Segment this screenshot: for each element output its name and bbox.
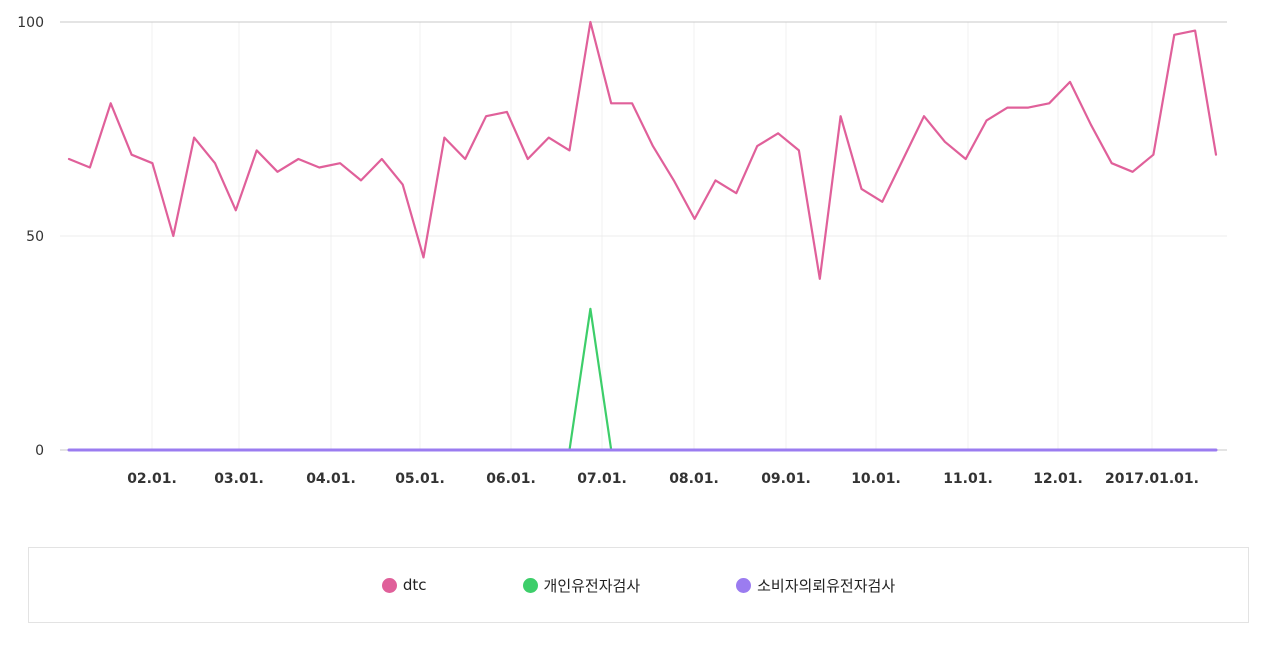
legend-label: 소비자의뢰유전자검사	[757, 576, 896, 595]
y-axis: 0 50 100	[17, 15, 44, 459]
x-tick-label: 10.01.	[851, 471, 901, 487]
x-tick-label: 03.01.	[214, 471, 264, 487]
grid-layer	[60, 21, 1227, 451]
x-tick-label: 2017.01.01.	[1105, 471, 1199, 487]
legend-label: 개인유전자검사	[543, 576, 641, 595]
y-tick-label: 0	[35, 443, 44, 459]
y-tick-label: 100	[17, 15, 44, 31]
x-tick-label: 09.01.	[761, 471, 811, 487]
series-line-1[interactable]	[67, 307, 1218, 452]
x-tick-label: 04.01.	[306, 471, 356, 487]
legend-dot-icon	[736, 577, 752, 593]
x-tick-label: 08.01.	[669, 471, 719, 487]
legend-dot-icon	[522, 577, 538, 593]
line-chart: 0 50 100 02.01. 03.01. 04.01. 05.01. 06.01. 07.…	[17, 15, 1227, 487]
x-axis: 02.01. 03.01. 04.01. 05.01. 06.01. 07.01. 08.0…	[127, 471, 1199, 487]
series-layer	[67, 20, 1218, 452]
legend-item[interactable]: dtc	[381, 576, 427, 594]
series-line-0[interactable]	[67, 20, 1218, 280]
x-tick-label: 06.01.	[486, 471, 536, 487]
x-tick-label: 12.01.	[1033, 471, 1083, 487]
legend-item[interactable]: 소비자의뢰유전자검사	[736, 575, 895, 596]
legend-item[interactable]: 개인유전자검사	[522, 575, 641, 596]
y-tick-label: 50	[26, 229, 44, 245]
legend-dot-icon	[381, 577, 397, 593]
legend-label: dtc	[402, 576, 427, 594]
x-tick-label: 05.01.	[395, 471, 445, 487]
x-tick-label: 02.01.	[127, 471, 177, 487]
x-tick-label: 11.01.	[943, 471, 993, 487]
x-tick-label: 07.01.	[577, 471, 627, 487]
legend: dtc 개인유전자검사 소비자의뢰유전자검사	[28, 547, 1249, 623]
